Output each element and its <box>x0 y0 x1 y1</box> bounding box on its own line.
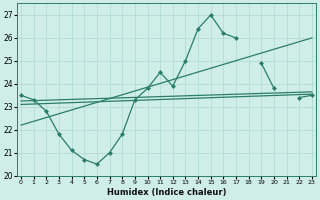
X-axis label: Humidex (Indice chaleur): Humidex (Indice chaleur) <box>107 188 226 197</box>
